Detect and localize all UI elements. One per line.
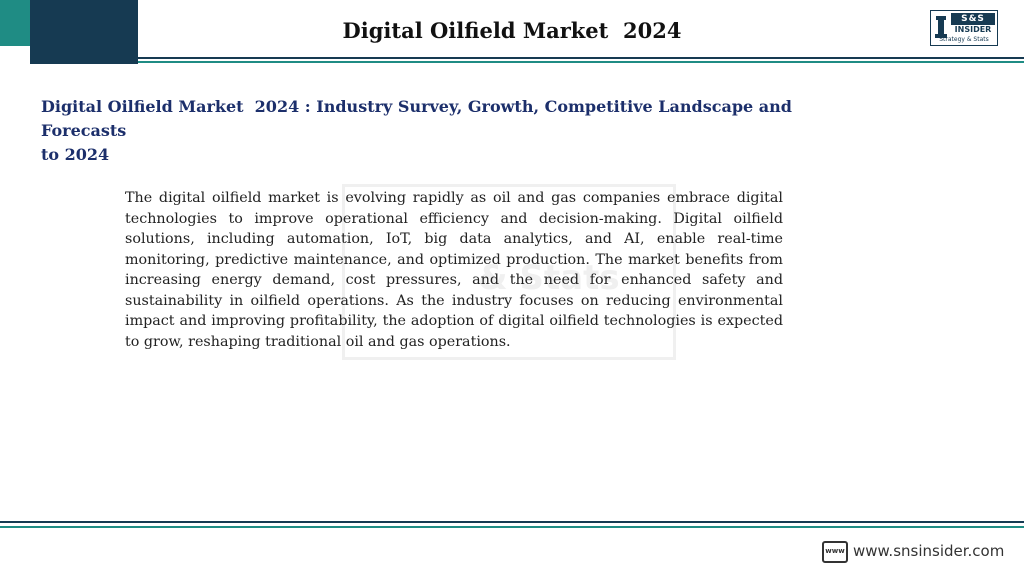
header-divider-teal bbox=[138, 61, 1024, 63]
footer-divider-dark bbox=[0, 521, 1024, 523]
logo-insider-text: INSIDER bbox=[954, 25, 992, 34]
website-link[interactable]: www.snsinsider.com bbox=[853, 542, 1005, 560]
report-subtitle: Digital Oilfield Market 2024 : Industry … bbox=[41, 97, 792, 164]
company-logo: S&S INSIDER Strategy & Stats bbox=[930, 10, 998, 46]
web-icon-label: www bbox=[825, 547, 845, 555]
header-accent-navy bbox=[30, 0, 138, 64]
footer-divider-teal bbox=[0, 526, 1024, 528]
watermark-logo bbox=[342, 184, 676, 360]
page-title: Digital Oilfield Market 2024 bbox=[342, 18, 682, 43]
logo-tagline: Strategy & Stats bbox=[939, 36, 989, 43]
header-accent-teal bbox=[0, 0, 30, 46]
tower-icon bbox=[935, 16, 947, 38]
header-divider-dark bbox=[138, 57, 1024, 59]
watermark-text: & Stats bbox=[478, 258, 620, 298]
body-paragraph: The digital oilfield market is evolving … bbox=[125, 190, 783, 350]
web-icon: www bbox=[822, 541, 848, 563]
logo-ss-text: S&S bbox=[951, 13, 995, 25]
